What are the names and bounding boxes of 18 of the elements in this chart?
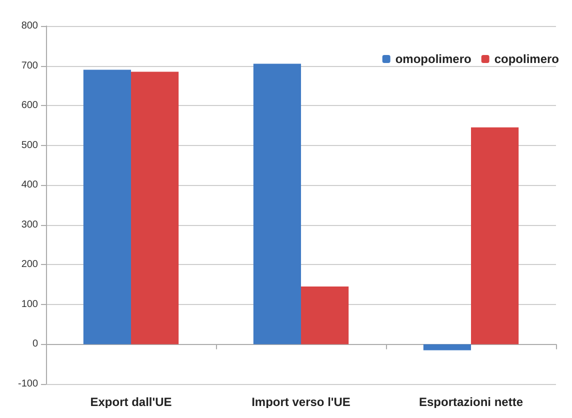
y-tick-label: 0 (32, 338, 38, 350)
y-tick-label: 200 (21, 259, 38, 270)
y-tick-label: 600 (21, 100, 38, 112)
y-tick-label: 300 (21, 219, 38, 230)
y-tick-label: 800 (21, 20, 38, 32)
bar (83, 70, 131, 344)
y-tick-label: 100 (21, 298, 38, 310)
y-tick-label: 500 (21, 140, 38, 151)
bar (301, 286, 349, 344)
y-tick-label: 700 (21, 60, 38, 72)
bar (471, 127, 519, 344)
legend-label: omopolimero (395, 52, 472, 66)
bar (253, 64, 301, 344)
y-tick-label: 400 (21, 180, 38, 191)
y-tick-label: -100 (18, 378, 38, 390)
legend-label: copolimero (494, 52, 560, 66)
bar (423, 344, 471, 350)
bar (131, 72, 179, 344)
